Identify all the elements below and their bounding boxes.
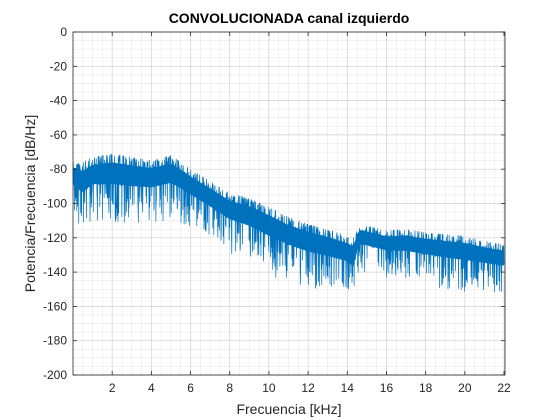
y-tick-label: -20 bbox=[50, 59, 68, 73]
x-tick-labels: 2 4 6 8 10 12 14 16 18 20 22 bbox=[109, 381, 511, 395]
y-tick-label: 0 bbox=[60, 25, 67, 39]
x-tick-label: 14 bbox=[341, 381, 355, 395]
y-tick-label: -80 bbox=[50, 162, 68, 176]
y-tick-label: -120 bbox=[43, 231, 67, 245]
psd-series bbox=[72, 153, 505, 293]
y-tick-label: -100 bbox=[43, 197, 67, 211]
x-tick-label: 10 bbox=[262, 381, 276, 395]
y-tick-label: -200 bbox=[43, 368, 67, 382]
x-tick-label: 8 bbox=[226, 381, 233, 395]
chart-title: CONVOLUCIONADA canal izquierdo bbox=[169, 10, 410, 26]
y-tick-labels: 0 -20 -40 -60 -80 -100 -120 -140 -160 -180 -200 bbox=[43, 25, 67, 382]
x-axis-label: Frecuencia [kHz] bbox=[236, 401, 341, 417]
x-tick-label: 2 bbox=[109, 381, 116, 395]
y-tick-label: -180 bbox=[43, 334, 67, 348]
x-tick-label: 16 bbox=[380, 381, 394, 395]
x-tick-label: 22 bbox=[497, 381, 511, 395]
x-tick-label: 6 bbox=[187, 381, 194, 395]
series-core bbox=[73, 162, 505, 267]
axis-ticks bbox=[73, 31, 505, 376]
x-tick-label: 20 bbox=[458, 381, 472, 395]
y-axis-label: Potencia/Frecuencia [dB/Hz] bbox=[22, 115, 38, 292]
x-tick-label: 12 bbox=[301, 381, 315, 395]
x-tick-label: 18 bbox=[419, 381, 433, 395]
y-tick-label: -140 bbox=[43, 265, 67, 279]
y-tick-label: -60 bbox=[50, 128, 68, 142]
y-tick-label: -40 bbox=[50, 94, 68, 108]
series-line bbox=[72, 153, 505, 293]
y-tick-label: -160 bbox=[43, 299, 67, 313]
x-tick-label: 4 bbox=[148, 381, 155, 395]
